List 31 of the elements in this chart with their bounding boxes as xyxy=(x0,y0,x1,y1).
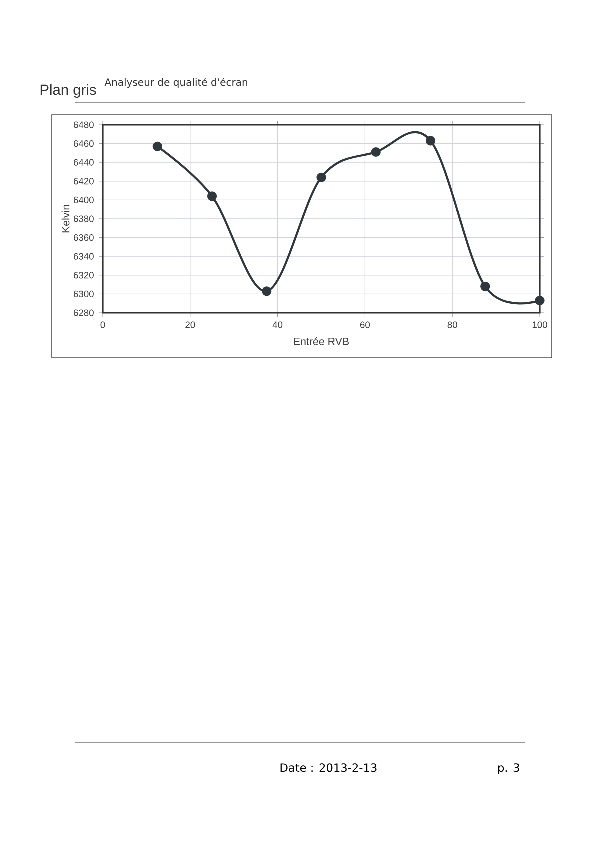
chart-subtitle: Analyseur de qualité d'écran xyxy=(104,78,248,88)
y-tick-label: 6380 xyxy=(74,216,94,222)
x-tick-label: 20 xyxy=(186,322,196,328)
point xyxy=(535,296,545,306)
x-tick-label: 100 xyxy=(532,322,548,328)
y-tick-label: 6300 xyxy=(74,290,94,298)
y-tick-label: 6360 xyxy=(74,234,94,242)
x-tick-label: 0 xyxy=(100,322,106,328)
point xyxy=(371,147,381,158)
x-tick-label: 40 xyxy=(272,322,283,328)
point xyxy=(152,142,162,152)
x-axis-title: Entrée RVB xyxy=(294,337,349,346)
y-tick-label: 6400 xyxy=(74,196,94,204)
y-tick-label: 6440 xyxy=(74,159,94,166)
x-tick-label: 80 xyxy=(448,322,458,328)
x-tick-label: 60 xyxy=(360,322,370,328)
y-tick-label: 6480 xyxy=(74,122,94,128)
y-axis-title: Kelvin xyxy=(62,205,70,233)
chart-title: Plan gris xyxy=(40,84,96,98)
text: p. 3 xyxy=(498,764,520,774)
y-tick-label: 6320 xyxy=(74,272,94,279)
y-tick-label: 6460 xyxy=(74,140,94,148)
point xyxy=(262,286,272,296)
point xyxy=(316,172,326,182)
y-tick-label: 6420 xyxy=(74,178,94,185)
point xyxy=(426,136,436,146)
y-tick-label: 6280 xyxy=(74,310,94,316)
point xyxy=(480,282,490,292)
text: Date : 2013-2-13 xyxy=(280,764,377,772)
y-tick-label: 6340 xyxy=(74,253,94,260)
point xyxy=(207,192,218,202)
